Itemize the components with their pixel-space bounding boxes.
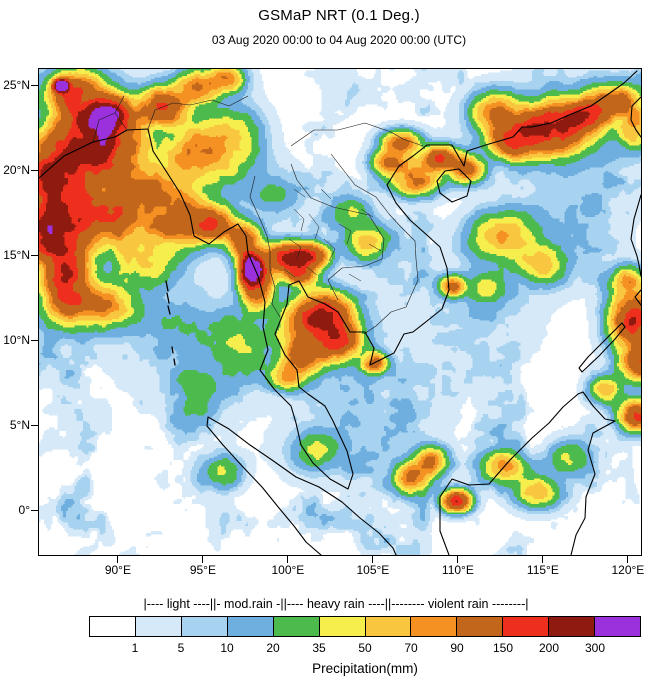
lon-tick-label: 120°E	[611, 563, 645, 577]
colorbar-segment	[134, 616, 182, 637]
axis-tick	[202, 555, 204, 563]
colorbar-segment	[410, 616, 458, 637]
axis-tick	[372, 555, 374, 563]
colorbar-segment	[456, 616, 504, 637]
colorbar-tick-label: 70	[404, 641, 418, 655]
colorbar-tick-label: 20	[266, 641, 280, 655]
lon-tick-label: 95°E	[189, 563, 216, 577]
colorbar-segment	[364, 616, 412, 637]
lat-tick-label: 15°N	[3, 248, 30, 262]
axis-tick	[457, 555, 459, 563]
map-plot-area	[38, 68, 642, 556]
lat-tick-label: 20°N	[3, 163, 30, 177]
colorbar-tick-label: 90	[450, 641, 464, 655]
colorbar-tick-label: 35	[312, 641, 326, 655]
axis-tick	[627, 555, 629, 563]
colorbar-segment	[502, 616, 550, 637]
lon-tick-label: 90°E	[104, 563, 131, 577]
axis-tick	[542, 555, 544, 563]
lon-tick-label: 110°E	[441, 563, 474, 577]
precipitation-raster	[39, 69, 641, 555]
colorbar-tick-label: 50	[358, 641, 372, 655]
lon-tick-label: 115°E	[526, 563, 559, 577]
colorbar-segment	[548, 616, 596, 637]
axis-tick	[31, 169, 39, 171]
axis-tick	[31, 339, 39, 341]
colorbar-segment	[226, 616, 274, 637]
colorbar	[89, 616, 642, 637]
lat-tick-label: 0°	[18, 503, 30, 517]
colorbar-tick-label: 10	[220, 641, 234, 655]
colorbar-segment	[318, 616, 366, 637]
colorbar-tick-label: 5	[177, 641, 185, 655]
colorbar-ticks: 1 5 10 20 35 50 70 90 150 200 300	[89, 641, 641, 656]
colorbar-segment	[594, 616, 642, 637]
colorbar-title: Precipitation(mm)	[312, 661, 418, 676]
colorbar-tick-label: 1	[131, 641, 139, 655]
axis-tick	[31, 424, 39, 426]
axis-tick	[31, 84, 39, 86]
axis-tick	[287, 555, 289, 563]
colorbar-segment	[89, 616, 136, 637]
lat-tick-label: 25°N	[3, 78, 30, 92]
colorbar-segment	[180, 616, 228, 637]
lat-tick-label: 10°N	[3, 333, 30, 347]
plot-title: GSMaP NRT (0.1 Deg.)	[258, 7, 420, 24]
axis-tick	[31, 509, 39, 511]
lon-tick-label: 105°E	[356, 563, 390, 577]
plot-subtitle: 03 Aug 2020 00:00 to 04 Aug 2020 00:00 (…	[211, 33, 467, 47]
lon-tick-label: 100°E	[271, 563, 305, 577]
lat-tick-label: 5°N	[9, 418, 30, 432]
colorbar-tick-label: 200	[538, 641, 560, 655]
colorbar-segment	[272, 616, 320, 637]
colorbar-tick-label: 150	[492, 641, 514, 655]
axis-tick	[31, 254, 39, 256]
axis-tick	[117, 555, 119, 563]
colorbar-tick-label: 300	[584, 641, 606, 655]
rain-intensity-legend: |---- light ----||- mod.rain -||---- hea…	[143, 597, 529, 611]
